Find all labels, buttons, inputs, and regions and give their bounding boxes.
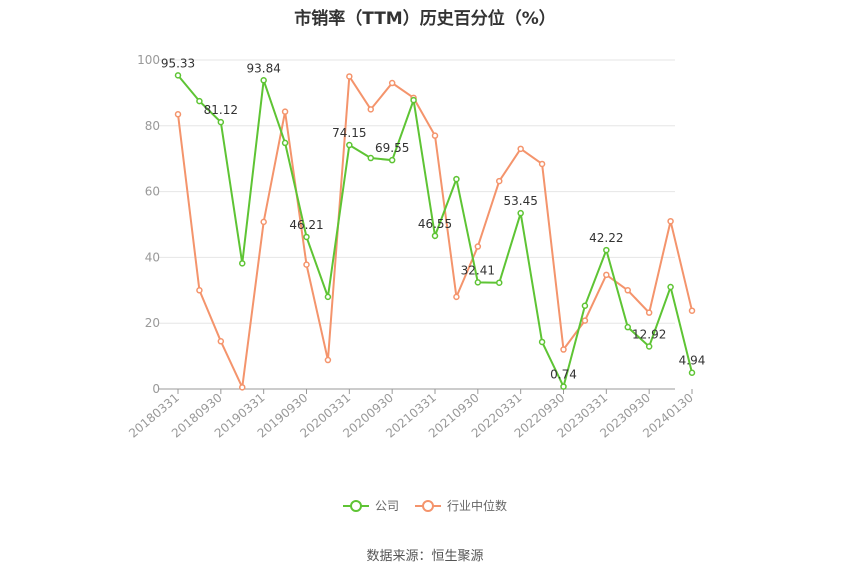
- data-label: 53.45: [503, 194, 537, 208]
- data-label: 46.21: [289, 218, 323, 232]
- data-point-1: [645, 309, 653, 316]
- data-point-0: [346, 141, 353, 149]
- y-tick-label: 100: [137, 53, 160, 67]
- data-point-0: [303, 233, 310, 241]
- data-point-0: [688, 369, 696, 376]
- legend-item-industry-median[interactable]: 行业中位数: [415, 497, 507, 514]
- data-point-0: [645, 343, 653, 350]
- data-point-1: [538, 160, 546, 168]
- data-point-1: [217, 338, 225, 345]
- data-label: 46.55: [418, 217, 452, 231]
- data-point-0: [667, 283, 674, 291]
- data-point-1: [324, 356, 332, 364]
- grid-layer: [158, 59, 675, 324]
- data-point-1: [517, 145, 524, 153]
- data-label: 93.84: [246, 61, 280, 75]
- data-point-0: [324, 293, 332, 301]
- data-point-0: [474, 279, 482, 286]
- data-point-0: [217, 118, 225, 126]
- data-point-1: [346, 73, 353, 80]
- data-point-1: [474, 243, 482, 250]
- y-tick-label: 60: [145, 185, 160, 199]
- data-label: 81.12: [204, 103, 238, 117]
- data-point-1: [431, 132, 439, 139]
- data-point-1: [367, 106, 374, 113]
- data-point-0: [517, 209, 524, 217]
- label-layer: 95.33 81.12 93.84 46.21 74.15 69.55 46.55 32.41…: [161, 56, 706, 381]
- data-label: 32.41: [461, 263, 495, 277]
- data-point-0: [538, 338, 546, 346]
- data-point-1: [453, 293, 460, 301]
- data-point-1: [281, 108, 289, 115]
- data-label: 4.94: [679, 354, 706, 368]
- data-label: 69.55: [375, 141, 409, 155]
- data-point-1: [560, 346, 567, 353]
- data-point-1: [196, 287, 203, 294]
- y-tick-label: 40: [145, 250, 160, 264]
- chart-title: 市销率（TTM）历史百分位（%）: [294, 9, 556, 29]
- legend-marker-industry-median: [415, 499, 441, 512]
- data-label: 12.92: [632, 327, 666, 341]
- data-label: 42.22: [589, 231, 623, 245]
- data-point-0: [431, 232, 439, 240]
- legend-label-company: 公司: [374, 499, 399, 513]
- data-point-0: [560, 383, 567, 390]
- data-label: 95.33: [161, 56, 195, 70]
- data-point-0: [496, 279, 503, 286]
- data-label: 0.74: [550, 368, 577, 382]
- data-point-0: [196, 97, 203, 105]
- legend: 公司 行业中位数: [0, 497, 850, 514]
- y-tick-label: 80: [145, 119, 160, 133]
- data-point-1: [174, 111, 182, 118]
- data-point-0: [239, 260, 246, 267]
- data-point-1: [603, 271, 610, 279]
- y-tick-label: 0: [152, 382, 160, 396]
- data-point-0: [581, 302, 589, 310]
- data-point-0: [453, 175, 460, 183]
- data-point-1: [688, 307, 696, 314]
- y-tick-label: 20: [145, 316, 160, 330]
- legend-item-company[interactable]: 公司: [342, 497, 399, 514]
- data-point-0: [367, 154, 374, 162]
- data-point-1: [303, 261, 310, 268]
- source-note: 数据来源：恒生聚源: [366, 549, 484, 564]
- data-point-0: [410, 96, 417, 104]
- data-point-1: [667, 217, 674, 225]
- series-layer: [174, 72, 696, 391]
- data-point-1: [496, 177, 503, 185]
- legend-marker-company: [342, 499, 369, 512]
- data-point-0: [388, 156, 396, 164]
- data-point-0: [174, 72, 182, 79]
- data-point-0: [260, 77, 267, 84]
- data-point-0: [281, 139, 289, 147]
- data-point-1: [388, 79, 396, 87]
- data-point-1: [624, 287, 631, 294]
- data-point-1: [581, 317, 589, 324]
- data-point-1: [239, 384, 246, 391]
- legend-label-industry-median: 行业中位数: [447, 499, 508, 513]
- data-point-1: [260, 218, 267, 226]
- data-point-0: [624, 323, 631, 331]
- data-label: 74.15: [332, 126, 366, 140]
- data-point-0: [603, 246, 610, 254]
